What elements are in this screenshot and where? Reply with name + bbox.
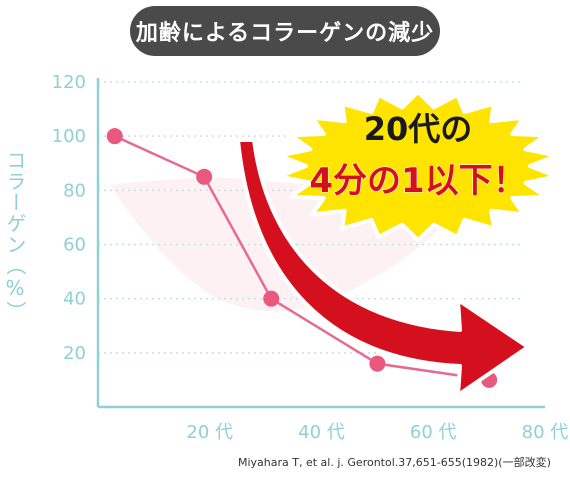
decrease-arrow	[236, 138, 530, 397]
x-tick-label: 40 代	[298, 422, 345, 443]
data-point	[196, 168, 213, 185]
data-point	[369, 355, 386, 372]
x-tick-label: 60 代	[410, 422, 457, 443]
callout-starburst	[277, 90, 559, 242]
y-tick-label: 40	[63, 289, 86, 310]
data-point	[263, 290, 280, 307]
y-tick-label: 120	[52, 72, 86, 93]
y-axis-label: コラーゲン（%）	[3, 150, 27, 322]
callout-line-2: 4分の1以下！	[309, 161, 526, 201]
citation: Miyahara T, et al. j. Gerontol.37,651-65…	[238, 456, 551, 469]
y-tick-label: 100	[52, 126, 86, 147]
y-tick-label: 60	[63, 235, 86, 256]
x-tick-label: 80 代	[522, 422, 569, 443]
x-tick-label: 20 代	[186, 422, 233, 443]
data-point	[106, 128, 123, 145]
y-tick-label: 20	[63, 343, 86, 364]
callout-line-1: 20代の	[364, 110, 473, 148]
chart-title: 加齢によるコラーゲンの減少	[130, 6, 440, 56]
y-tick-label: 80	[63, 180, 86, 201]
